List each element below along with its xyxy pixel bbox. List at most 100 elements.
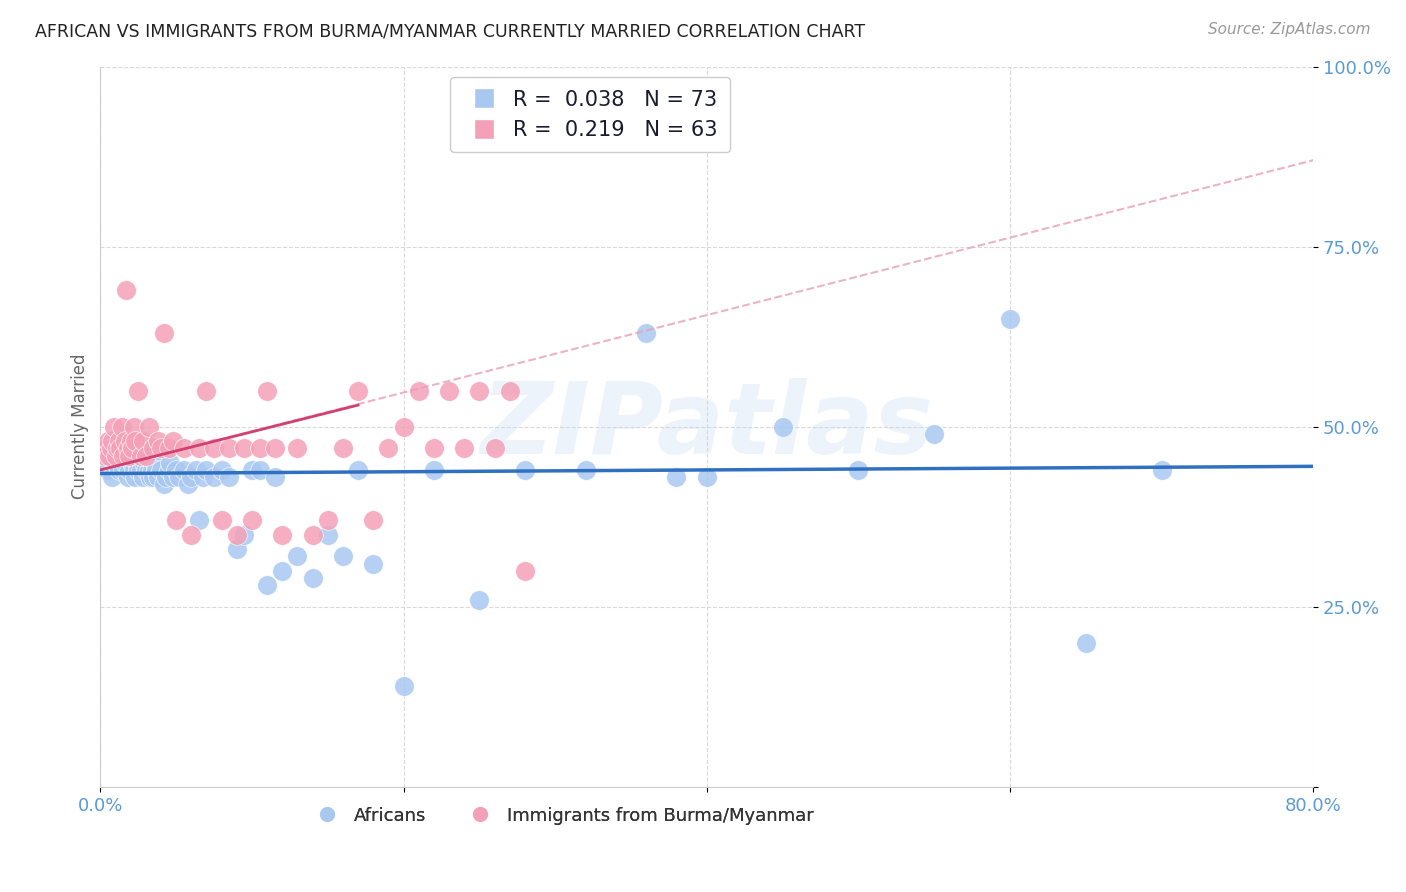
Point xyxy=(392,679,415,693)
Point xyxy=(347,384,370,398)
Point xyxy=(263,470,285,484)
Text: AFRICAN VS IMMIGRANTS FROM BURMA/MYANMAR CURRENTLY MARRIED CORRELATION CHART: AFRICAN VS IMMIGRANTS FROM BURMA/MYANMAR… xyxy=(35,22,865,40)
Point xyxy=(122,419,145,434)
Point xyxy=(922,426,945,441)
Point xyxy=(112,449,135,463)
Point xyxy=(177,477,200,491)
Point xyxy=(184,463,207,477)
Point xyxy=(141,463,163,477)
Point xyxy=(108,449,131,463)
Point xyxy=(138,463,160,477)
Point xyxy=(107,463,129,477)
Point xyxy=(287,549,309,564)
Point xyxy=(998,311,1021,326)
Point xyxy=(134,456,156,470)
Point xyxy=(408,384,430,398)
Point xyxy=(127,384,149,398)
Point xyxy=(187,513,209,527)
Point xyxy=(153,477,176,491)
Point xyxy=(772,419,794,434)
Point xyxy=(139,470,162,484)
Point xyxy=(665,470,688,484)
Point xyxy=(132,434,155,449)
Point xyxy=(202,442,225,456)
Point xyxy=(127,463,149,477)
Point xyxy=(332,442,354,456)
Point xyxy=(180,470,202,484)
Point xyxy=(195,384,218,398)
Point xyxy=(437,384,460,398)
Point xyxy=(211,513,233,527)
Point xyxy=(347,463,370,477)
Point xyxy=(138,419,160,434)
Point xyxy=(157,463,180,477)
Point xyxy=(271,528,294,542)
Point xyxy=(574,463,596,477)
Point xyxy=(157,442,180,456)
Point xyxy=(128,449,150,463)
Point xyxy=(316,528,339,542)
Point xyxy=(132,470,155,484)
Point xyxy=(142,442,165,456)
Point xyxy=(1150,463,1173,477)
Point xyxy=(165,513,187,527)
Point xyxy=(142,470,165,484)
Point xyxy=(96,442,118,456)
Point xyxy=(271,564,294,578)
Point xyxy=(193,470,215,484)
Point xyxy=(129,463,152,477)
Point xyxy=(97,434,120,449)
Point xyxy=(218,470,240,484)
Point xyxy=(513,463,536,477)
Point xyxy=(423,463,446,477)
Text: Source: ZipAtlas.com: Source: ZipAtlas.com xyxy=(1208,22,1371,37)
Point xyxy=(145,463,167,477)
Point xyxy=(218,442,240,456)
Point xyxy=(121,442,143,456)
Point xyxy=(121,456,143,470)
Point xyxy=(187,442,209,456)
Point xyxy=(256,578,278,592)
Point xyxy=(114,434,136,449)
Point xyxy=(468,384,491,398)
Point xyxy=(195,463,218,477)
Point xyxy=(98,449,121,463)
Point xyxy=(287,442,309,456)
Point xyxy=(104,449,127,463)
Point xyxy=(150,442,173,456)
Point xyxy=(453,442,475,456)
Point xyxy=(94,449,117,463)
Point xyxy=(97,463,120,477)
Point xyxy=(361,513,384,527)
Point xyxy=(180,528,202,542)
Point xyxy=(162,470,184,484)
Point xyxy=(423,442,446,456)
Point xyxy=(211,463,233,477)
Point xyxy=(108,442,131,456)
Point xyxy=(240,513,263,527)
Point xyxy=(118,449,141,463)
Point xyxy=(135,449,157,463)
Point xyxy=(173,463,195,477)
Point xyxy=(125,456,148,470)
Point xyxy=(107,434,129,449)
Point xyxy=(115,283,138,297)
Point xyxy=(696,470,718,484)
Point xyxy=(484,442,506,456)
Point xyxy=(155,470,177,484)
Point xyxy=(636,326,658,340)
Point xyxy=(162,434,184,449)
Point xyxy=(499,384,522,398)
Point xyxy=(202,470,225,484)
Point xyxy=(256,384,278,398)
Point xyxy=(1074,636,1097,650)
Point xyxy=(103,419,125,434)
Point xyxy=(136,449,159,463)
Point xyxy=(146,470,169,484)
Point xyxy=(513,564,536,578)
Point xyxy=(118,463,141,477)
Point xyxy=(101,434,124,449)
Point xyxy=(249,463,271,477)
Point xyxy=(120,449,142,463)
Point xyxy=(104,456,127,470)
